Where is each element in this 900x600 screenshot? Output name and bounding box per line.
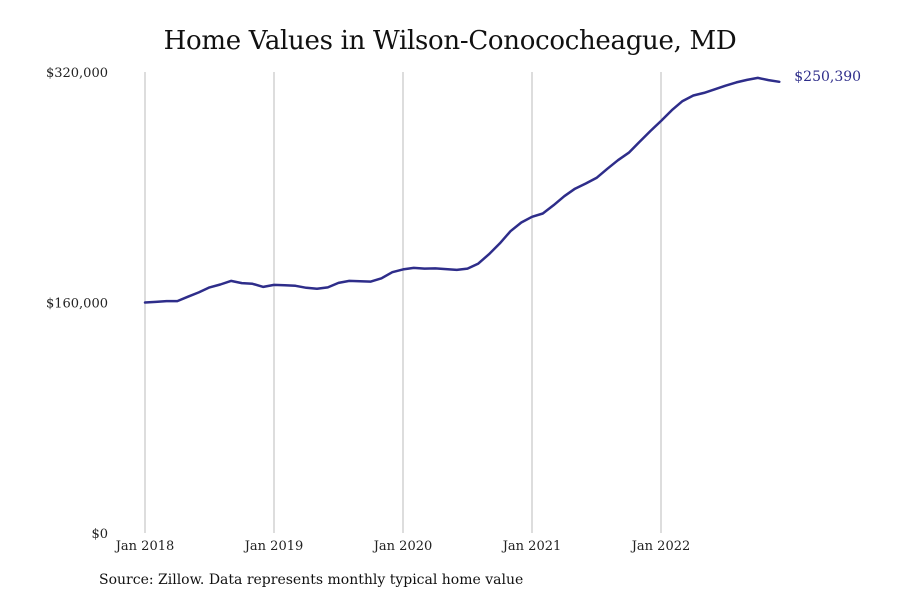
series-line-0 xyxy=(143,76,781,304)
x-tick-label: Jan 2021 xyxy=(501,539,562,554)
x-tick-label: Jan 2018 xyxy=(114,539,175,554)
x-tick-label: Jan 2022 xyxy=(630,539,691,554)
gridlines xyxy=(144,72,662,533)
series-layer: $250,390 xyxy=(143,69,861,304)
y-axis-ticks: $0 $160,000 $320,000 xyxy=(46,66,108,542)
y-tick-label: $320,000 xyxy=(46,66,108,81)
y-tick-label: $160,000 xyxy=(46,297,108,312)
x-tick-label: Jan 2020 xyxy=(372,539,433,554)
chart-title: Home Values in Wilson-Conococheague, MD xyxy=(163,26,737,56)
x-tick-label: Jan 2019 xyxy=(243,539,304,554)
y-tick-label: $0 xyxy=(91,527,108,542)
source-note: Source: Zillow. Data represents monthly … xyxy=(99,572,524,588)
x-axis-ticks: Jan 2018 Jan 2019 Jan 2020 Jan 2021 Jan 2022 xyxy=(114,539,691,554)
end-value-label: $250,390 xyxy=(794,69,861,85)
